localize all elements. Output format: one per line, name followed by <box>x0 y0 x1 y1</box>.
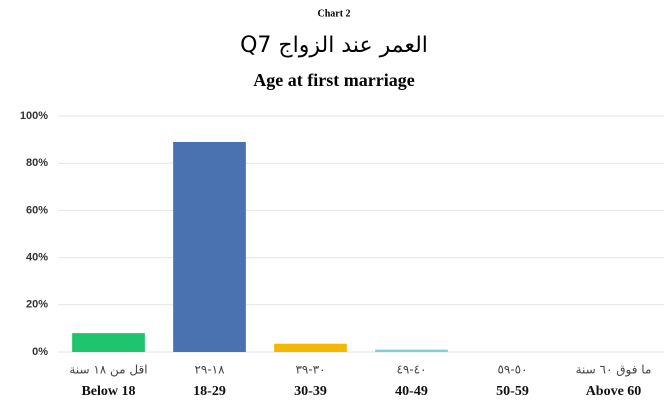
x-tick-label-ar: ٣٠-٣٩ <box>295 363 325 377</box>
x-tick-label-ar: ٤٠-٤٩ <box>396 363 426 377</box>
chart-subtitle: Age at first marriage <box>253 70 414 90</box>
y-tick-label: 0% <box>32 346 48 358</box>
y-tick-label: 60% <box>26 204 48 216</box>
y-tick-label: 40% <box>26 252 48 264</box>
bar <box>173 141 246 352</box>
bar <box>375 349 448 352</box>
x-tick-label: 40-49 <box>395 384 428 399</box>
chart-title: العمر عند الزواج Q7 <box>240 33 428 58</box>
bar <box>72 333 145 352</box>
y-tick-label: 20% <box>26 299 48 311</box>
x-tick-label: Below 18 <box>81 384 135 399</box>
x-tick-label: Above 60 <box>586 384 642 399</box>
chart-label: Chart 2 <box>317 8 350 19</box>
x-tick-label: 18-29 <box>193 384 226 399</box>
x-tick-label-ar: ١٨-٢٩ <box>194 363 225 377</box>
x-tick-label-ar: اقل من ١٨ سنة <box>69 363 147 378</box>
x-tick-label: 30-39 <box>294 384 327 399</box>
y-tick-label: 100% <box>20 110 48 122</box>
y-tick-label: 80% <box>26 157 48 169</box>
x-tick-label: 50-59 <box>496 384 529 399</box>
x-tick-label-ar: ٥٠-٥٩ <box>497 363 527 377</box>
x-tick-label-ar: ما فوق ٦٠ سنة <box>576 363 652 378</box>
bar <box>274 343 347 352</box>
